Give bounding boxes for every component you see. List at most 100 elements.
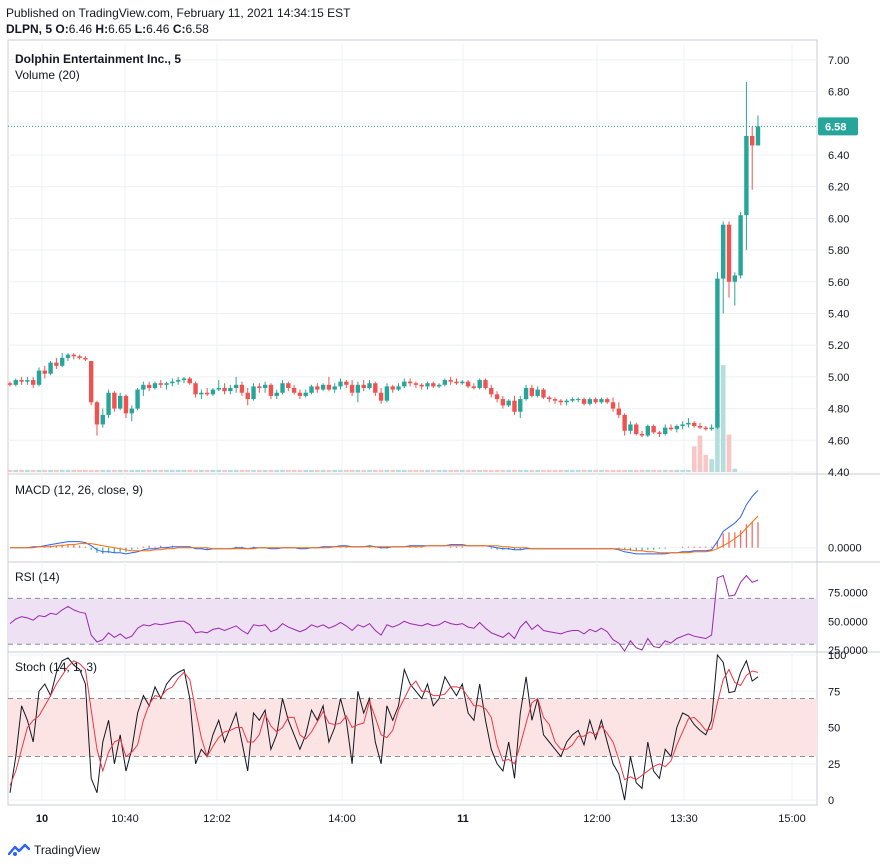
candle: [175, 376, 181, 385]
close-value: 6.58: [185, 22, 209, 36]
volume-bar: [100, 469, 106, 472]
candle: [489, 384, 494, 398]
candle-body: [170, 381, 175, 384]
candle-body: [564, 400, 569, 403]
volume-bar: [88, 469, 94, 472]
candlesticks: [7, 82, 817, 438]
axes: 7.006.806.606.406.206.005.805.605.405.20…: [8, 55, 868, 825]
candle: [657, 430, 662, 438]
candle-body: [315, 386, 320, 390]
candle-body: [518, 399, 523, 412]
candle-body: [576, 399, 581, 401]
volume-bar: [135, 469, 140, 472]
candle-body: [291, 387, 297, 393]
candle: [709, 424, 714, 431]
candle: [593, 397, 598, 404]
candle: [222, 383, 227, 395]
candle: [42, 365, 47, 379]
candle: [622, 413, 627, 436]
open-value: 6.46: [68, 22, 93, 36]
volume-bar: [709, 459, 714, 472]
candle: [413, 381, 419, 388]
candle-body: [436, 384, 442, 387]
time-tick-label: 13:30: [670, 813, 698, 825]
volume-bar: [633, 469, 639, 472]
volume-bar: [517, 469, 523, 472]
candle-body: [59, 357, 65, 366]
volume-bar: [25, 469, 30, 472]
candle: [129, 405, 134, 422]
macd-pane: [10, 489, 759, 555]
symbol-label[interactable]: DLPN, 5: [6, 22, 53, 36]
candle-body: [465, 381, 471, 387]
volume-bar: [541, 469, 546, 472]
volume-bar: [639, 469, 645, 472]
volume-bar: [401, 469, 407, 472]
candle: [48, 361, 53, 376]
volume-bar: [477, 469, 482, 472]
candle: [355, 381, 361, 403]
candle-body: [141, 384, 146, 390]
candle: [30, 376, 36, 388]
candle-body: [744, 135, 749, 216]
candle-body: [697, 426, 703, 428]
volume-bar: [106, 469, 111, 472]
rsi-line: [9, 574, 759, 653]
candle-body: [193, 383, 198, 395]
candle: [599, 397, 604, 404]
candle: [570, 397, 575, 403]
volume-bar: [71, 469, 77, 472]
candle: [628, 421, 633, 434]
candle-body: [506, 400, 511, 406]
volume-bar: [349, 469, 355, 472]
candle: [251, 383, 256, 401]
candle: [326, 376, 332, 392]
candle: [315, 383, 320, 393]
candle-body: [187, 378, 192, 384]
candle-body: [500, 399, 506, 406]
volume-bar: [13, 469, 19, 472]
close-label: C:: [172, 22, 186, 36]
candle: [164, 381, 169, 390]
candle-body: [593, 399, 598, 403]
candle-body: [541, 389, 546, 398]
candle-body: [413, 383, 419, 385]
candle: [309, 384, 314, 395]
volume-bar: [303, 469, 309, 472]
volume-bar: [488, 469, 494, 472]
volume-bar: [367, 469, 372, 472]
candle-body: [228, 387, 233, 392]
price-tick-label: 5.00: [828, 372, 849, 384]
macd-signal-line: [10, 515, 759, 554]
candle: [738, 212, 743, 279]
volume-bar: [332, 469, 338, 472]
candle-body: [407, 381, 413, 384]
candle: [54, 357, 59, 369]
volume-bar: [506, 469, 511, 472]
tradingview-logo-icon: [8, 843, 30, 856]
price-tick-label: 4.80: [828, 404, 849, 416]
candle-body: [181, 378, 187, 381]
candle-body: [152, 383, 158, 388]
volume-bar: [384, 469, 390, 472]
candle: [239, 381, 245, 396]
volume-bar: [558, 469, 564, 472]
candle: [512, 395, 517, 415]
candle-body: [390, 386, 395, 390]
candle: [193, 381, 198, 398]
candle-body: [715, 278, 720, 428]
candle: [291, 384, 297, 395]
candle: [13, 378, 18, 387]
open-label: O:: [55, 22, 69, 36]
candle-body: [233, 384, 239, 388]
candle: [274, 389, 279, 400]
candle-body: [552, 399, 558, 401]
candle: [7, 381, 13, 387]
volume-bar: [599, 469, 604, 472]
candle-body: [605, 399, 610, 403]
candle-body: [7, 383, 13, 385]
candle: [77, 354, 82, 360]
volume-bar: [628, 469, 633, 472]
candle-body: [523, 387, 529, 400]
